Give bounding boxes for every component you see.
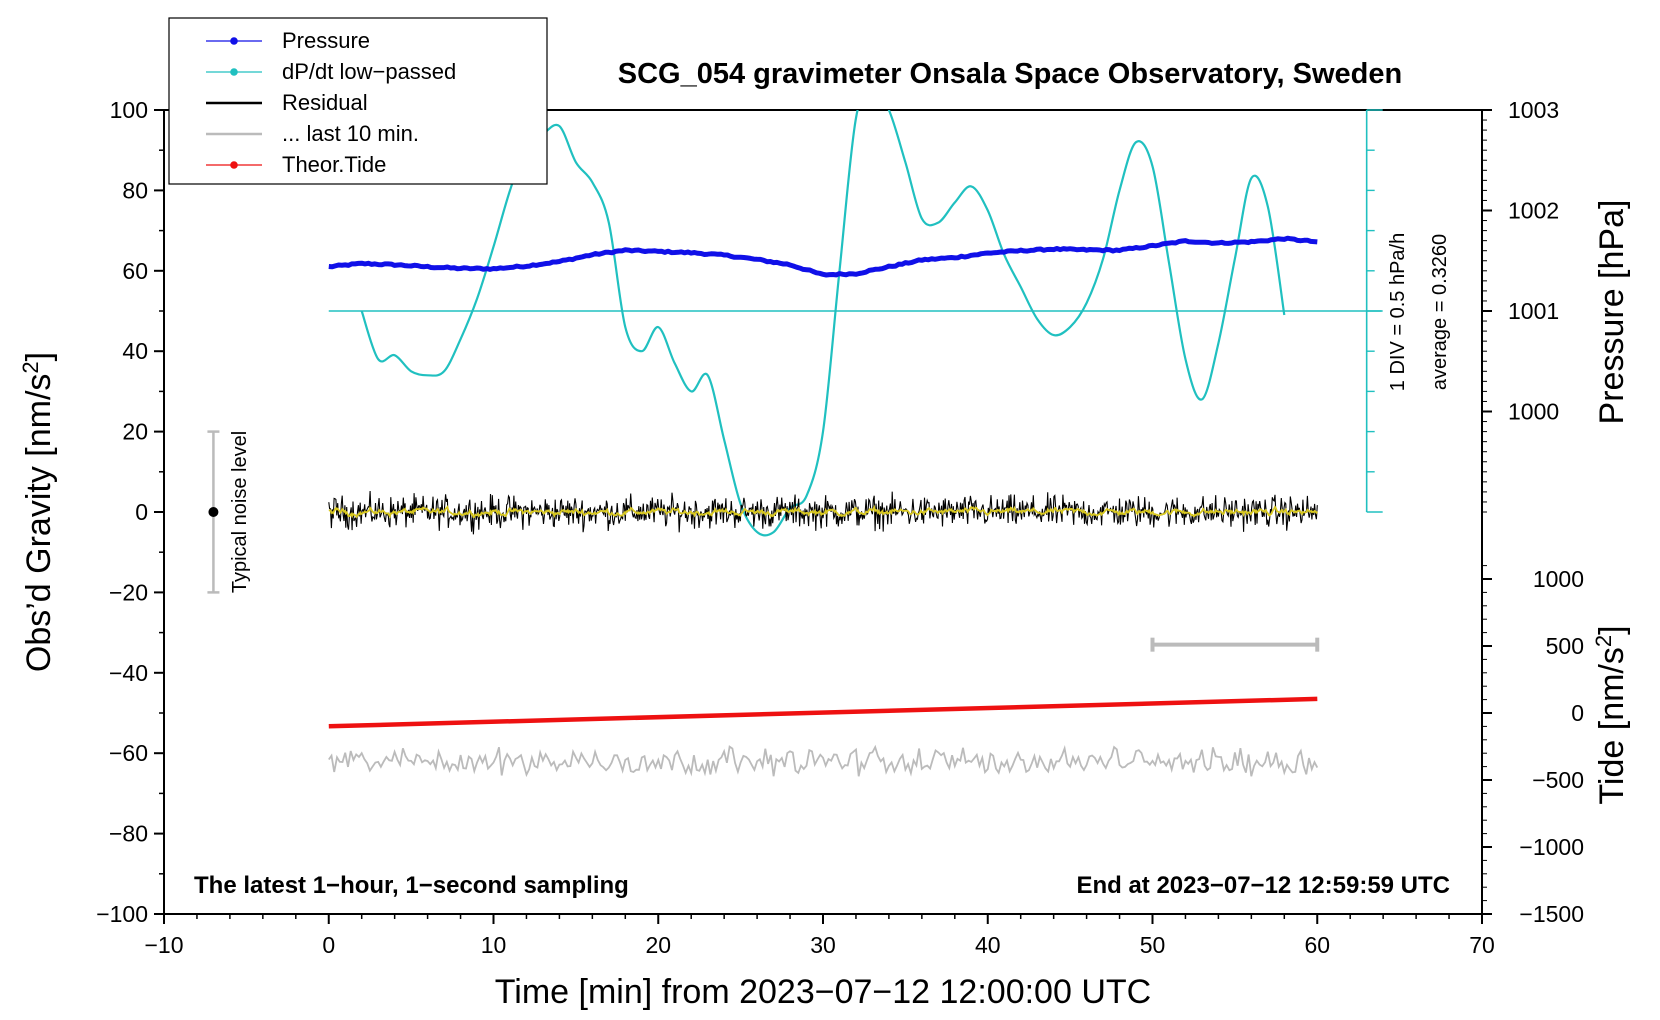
y-tick-label: 100 <box>110 97 148 123</box>
x-tick-label: 40 <box>975 932 1001 958</box>
x-tick-label: 0 <box>322 932 335 958</box>
legend-label: Theor.Tide <box>282 152 386 177</box>
y-left-axis-title: Obs’d Gravity [nm/s2] <box>18 352 58 672</box>
y-tick-label: 80 <box>122 177 148 203</box>
y-left-ticks: −100 −80 −60 −40 −20 0 20 40 60 80 100 <box>96 97 164 927</box>
note-latest-sampling: The latest 1−hour, 1−second sampling <box>194 872 629 899</box>
x-tick-label: 10 <box>481 932 507 958</box>
x-tick-label: 20 <box>645 932 671 958</box>
y-left-axis-title-end: ] <box>20 352 58 361</box>
x-tick-label: 30 <box>810 932 836 958</box>
legend-label: ... last 10 min. <box>282 121 419 146</box>
y-tick-label: −80 <box>109 821 148 847</box>
legend-marker <box>230 37 238 45</box>
x-ticks: −10 0 10 20 30 40 50 60 70 <box>144 914 1495 958</box>
series-layer <box>328 110 1382 778</box>
y-tick-label: −60 <box>109 740 148 766</box>
pressure-series-line <box>328 235 1318 278</box>
legend-label: Pressure <box>282 28 370 53</box>
tide-tick-label: 0 <box>1571 700 1584 726</box>
y-tick-label: 60 <box>122 258 148 284</box>
tide-axis-title-sup: 2 <box>1591 635 1616 647</box>
dpdt-average-label: average = 0.3260 <box>1429 234 1451 390</box>
tide-ticks: −1500 −1000 −500 0 500 1000 <box>1482 565 1584 927</box>
pressure-tick-label: 1002 <box>1508 198 1559 224</box>
legend-box <box>168 17 548 185</box>
dpdt-scale-label: 1 DIV = 0.5 hPa/h <box>1387 233 1409 391</box>
residual-smooth-line <box>328 504 1318 519</box>
x-axis-title: Time [min] from 2023−07−12 12:00:00 UTC <box>495 973 1151 1011</box>
legend-items: Pressure dP/dt low−passed Residual ... last… <box>206 28 456 177</box>
pressure-tick-label: 1001 <box>1508 298 1559 324</box>
pressure-axis-title: Pressure [hPa] <box>1593 200 1631 425</box>
legend: Pressure dP/dt low−passed Residual ... last… <box>168 17 548 185</box>
legend-label: Residual <box>282 90 368 115</box>
chart-title: SCG_054 gravimeter Onsala Space Observat… <box>618 58 1402 90</box>
tide-tick-label: −1000 <box>1519 834 1584 860</box>
y-left-axis-title-text: Obs’d Gravity [nm/s <box>20 374 58 673</box>
y-tick-label: 20 <box>122 419 148 445</box>
y-left-axis-title-sup: 2 <box>18 361 43 373</box>
legend-label: dP/dt low−passed <box>282 59 456 84</box>
tide-axis-title-end: ] <box>1593 625 1631 634</box>
tide-tick-label: −500 <box>1532 767 1584 793</box>
note-end-time: End at 2023−07−12 12:59:59 UTC <box>1076 872 1450 899</box>
pressure-tick-label: 1000 <box>1508 399 1559 425</box>
tide-tick-label: 1000 <box>1533 566 1584 592</box>
y-tick-label: 0 <box>135 499 148 525</box>
noise-level-indicator <box>207 430 220 594</box>
pressure-ticks: 1000 1001 1002 1003 <box>1482 97 1559 513</box>
legend-marker <box>230 68 238 76</box>
noise-level-label: Typical noise level <box>229 431 251 593</box>
pressure-tick-label: 1003 <box>1508 97 1559 123</box>
legend-marker <box>230 161 238 169</box>
tide-tick-label: −1500 <box>1519 901 1584 927</box>
x-tick-label: 70 <box>1469 932 1495 958</box>
dpdt-scale-axis <box>1365 109 1383 513</box>
tide-tick-label: 500 <box>1546 633 1584 659</box>
y-tick-label: −20 <box>109 579 148 605</box>
y-tick-label: −40 <box>109 660 148 686</box>
theor-tide-series-line <box>328 696 1318 729</box>
noise-bar-dot <box>208 507 219 517</box>
x-tick-label: 50 <box>1140 932 1166 958</box>
tide-axis-title: Tide [nm/s2] <box>1591 625 1631 804</box>
last-10-min-series-line <box>328 744 1319 778</box>
y-tick-label: 40 <box>122 338 148 364</box>
last-10-min-bar <box>1150 637 1320 652</box>
y-tick-label: −100 <box>96 901 148 927</box>
x-tick-label: −10 <box>144 932 183 958</box>
tide-axis-title-text: Tide [nm/s <box>1593 647 1631 804</box>
x-tick-label: 60 <box>1304 932 1330 958</box>
